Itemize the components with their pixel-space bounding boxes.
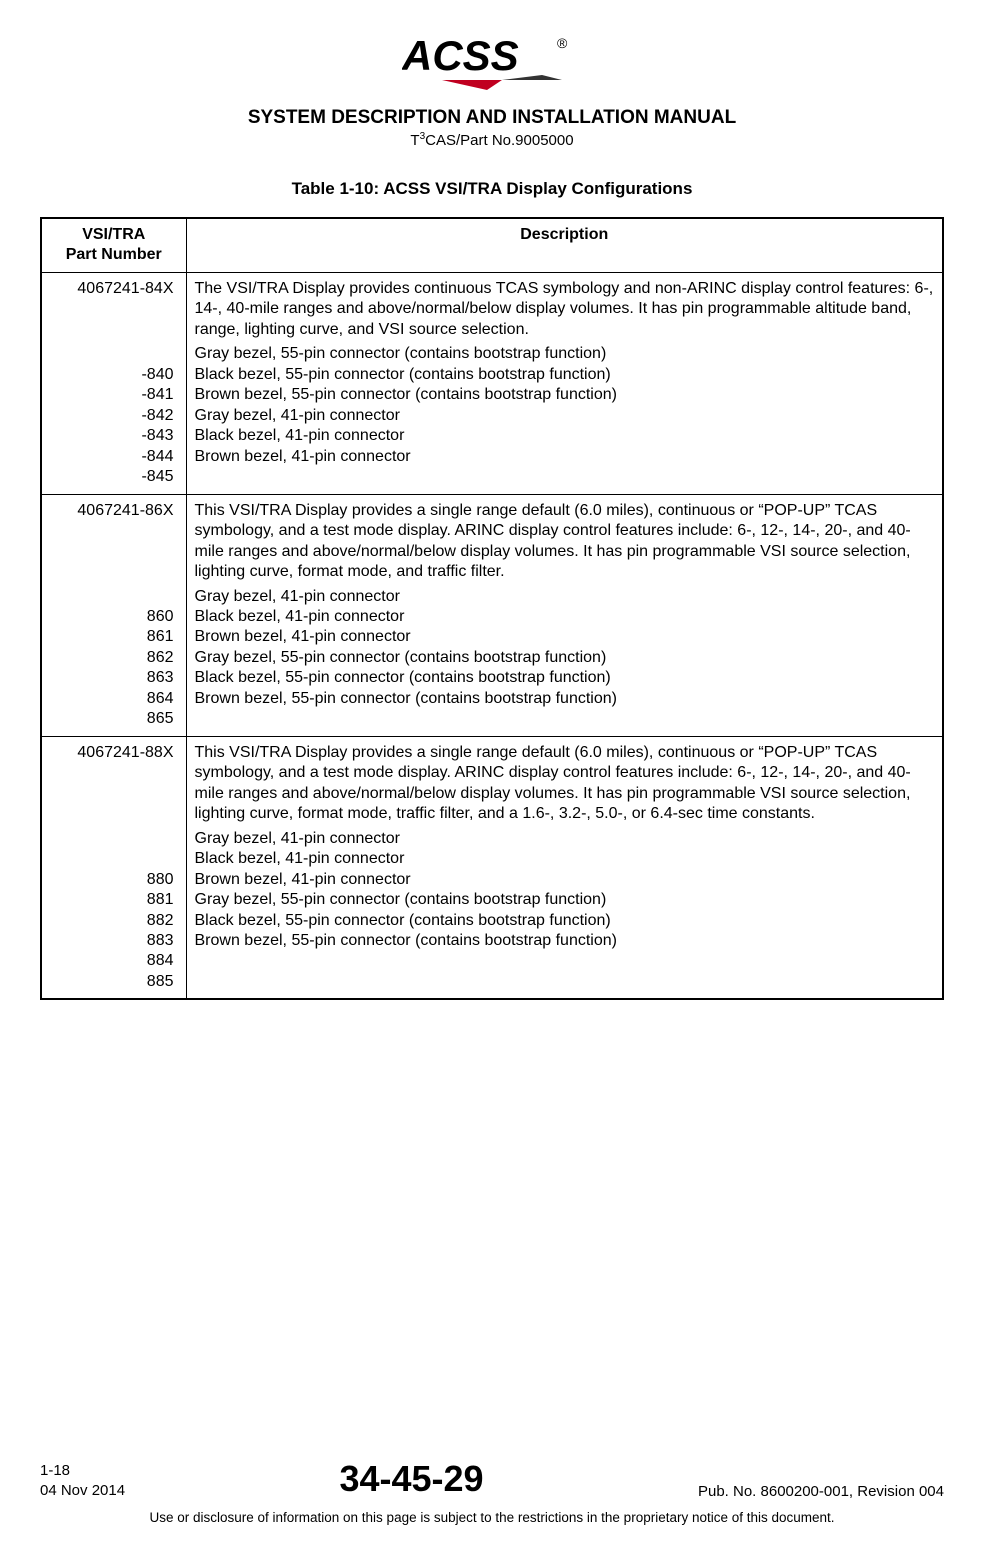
page-footer: 1-18 04 Nov 2014 34-45-29 Pub. No. 86002…: [40, 1458, 944, 1525]
col-header-part: VSI/TRA Part Number: [41, 218, 186, 272]
part-sub: -840: [50, 365, 174, 385]
desc-sub: Gray bezel, 41-pin connector: [195, 406, 935, 426]
desc-sub: Black bezel, 55-pin connector (contains …: [195, 365, 935, 385]
part-subs: 860861862863864865: [50, 607, 178, 730]
desc-sub: Brown bezel, 55-pin connector (contains …: [195, 385, 935, 405]
desc-sub: Brown bezel, 55-pin connector (contains …: [195, 689, 935, 709]
desc-sub: Gray bezel, 55-pin connector (contains b…: [195, 890, 935, 910]
part-sub: -843: [50, 426, 174, 446]
desc-main: The VSI/TRA Display provides continuous …: [195, 279, 935, 340]
part-sub: -842: [50, 406, 174, 426]
part-sub: -844: [50, 447, 174, 467]
part-subs: 880881882883884885: [50, 870, 178, 993]
description-cell: This VSI/TRA Display provides a single r…: [186, 736, 943, 999]
desc-sub: Black bezel, 41-pin connector: [195, 607, 935, 627]
part-sub: -845: [50, 467, 174, 487]
part-sub: -841: [50, 385, 174, 405]
desc-sub: Gray bezel, 41-pin connector: [195, 587, 935, 607]
config-table: VSI/TRA Part Number Description 4067241-…: [40, 217, 944, 1000]
part-sub: 863: [50, 668, 174, 688]
desc-sub: Black bezel, 55-pin connector (contains …: [195, 911, 935, 931]
desc-sub: Gray bezel, 55-pin connector (contains b…: [195, 648, 935, 668]
part-main: 4067241-86X: [50, 501, 178, 521]
part-number-cell: 4067241-88X 880881882883884885: [41, 736, 186, 999]
svg-text:ACSS: ACSS: [402, 32, 519, 79]
part-main: 4067241-88X: [50, 743, 178, 763]
desc-sub: Black bezel, 41-pin connector: [195, 849, 935, 869]
part-sub: 883: [50, 931, 174, 951]
acss-logo: ACSS ®: [402, 30, 582, 97]
desc-main: This VSI/TRA Display provides a single r…: [195, 743, 935, 825]
registered-mark: ®: [557, 35, 568, 51]
footer-section-code: 34-45-29: [339, 1458, 483, 1500]
part-sub: 862: [50, 648, 174, 668]
footer-notice: Use or disclosure of information on this…: [40, 1510, 944, 1525]
desc-sub: Gray bezel, 41-pin connector: [195, 829, 935, 849]
desc-sub: Brown bezel, 41-pin connector: [195, 870, 935, 890]
part-number-cell: 4067241-84X -840-841-842-843-844-845: [41, 272, 186, 494]
desc-sub: Black bezel, 41-pin connector: [195, 426, 935, 446]
part-sub: 881: [50, 890, 174, 910]
description-cell: This VSI/TRA Display provides a single r…: [186, 494, 943, 736]
footer-pub: Pub. No. 8600200-001, Revision 004: [698, 1483, 944, 1500]
desc-sub: Brown bezel, 41-pin connector: [195, 447, 935, 467]
part-sub: 884: [50, 951, 174, 971]
part-sub: 880: [50, 870, 174, 890]
desc-sub: Brown bezel, 41-pin connector: [195, 627, 935, 647]
table-row: 4067241-84X -840-841-842-843-844-845The …: [41, 272, 943, 494]
manual-subtitle: T3CAS/Part No.9005000: [40, 131, 944, 149]
part-sub: 885: [50, 972, 174, 992]
desc-sub: Gray bezel, 55-pin connector (contains b…: [195, 344, 935, 364]
desc-main: This VSI/TRA Display provides a single r…: [195, 501, 935, 583]
table-title: Table 1-10: ACSS VSI/TRA Display Configu…: [40, 179, 944, 199]
footer-page-num: 1-18: [40, 1461, 125, 1481]
part-sub: 861: [50, 627, 174, 647]
table-row: 4067241-88X 880881882883884885This VSI/T…: [41, 736, 943, 999]
manual-title: SYSTEM DESCRIPTION AND INSTALLATION MANU…: [40, 107, 944, 129]
footer-date: 04 Nov 2014: [40, 1481, 125, 1501]
footer-left: 1-18 04 Nov 2014: [40, 1461, 125, 1500]
description-cell: The VSI/TRA Display provides continuous …: [186, 272, 943, 494]
part-sub: 860: [50, 607, 174, 627]
table-row: 4067241-86X 860861862863864865This VSI/T…: [41, 494, 943, 736]
part-main: 4067241-84X: [50, 279, 178, 299]
part-sub: 865: [50, 709, 174, 729]
part-sub: 882: [50, 911, 174, 931]
document-header: ACSS ® SYSTEM DESCRIPTION AND INSTALLATI…: [40, 30, 944, 149]
part-sub: 864: [50, 689, 174, 709]
part-number-cell: 4067241-86X 860861862863864865: [41, 494, 186, 736]
col-header-desc: Description: [186, 218, 943, 272]
part-subs: -840-841-842-843-844-845: [50, 365, 178, 488]
desc-sub: Brown bezel, 55-pin connector (contains …: [195, 931, 935, 951]
desc-sub: Black bezel, 55-pin connector (contains …: [195, 668, 935, 688]
